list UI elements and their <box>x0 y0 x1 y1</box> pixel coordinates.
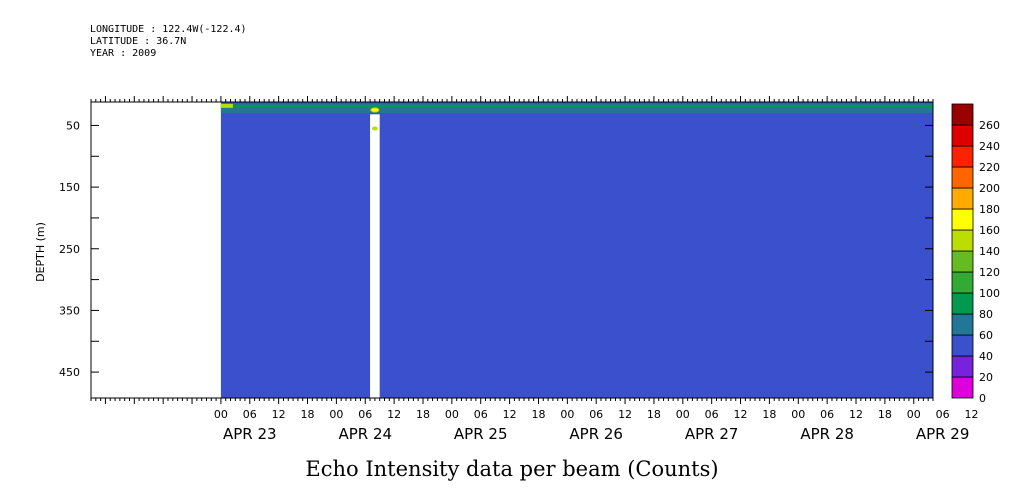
y-axis-label: DEPTH (m) <box>34 222 47 282</box>
colorbar-swatch <box>951 313 974 336</box>
colorbar-label: 100 <box>979 287 1000 300</box>
x-day-label: APR 24 <box>338 425 392 443</box>
x-hour-label: 12 <box>964 408 978 421</box>
colorbar-swatch <box>951 145 974 168</box>
x-hour-label: 00 <box>214 408 228 421</box>
y-tick-label: 250 <box>59 243 80 256</box>
x-hour-label: 18 <box>762 408 776 421</box>
x-hour-label: 18 <box>647 408 661 421</box>
latitude-text: LATITUDE : 36.7N <box>90 36 187 47</box>
plot-area <box>90 101 934 399</box>
y-tick-label: 450 <box>59 366 80 379</box>
y-tick-label: 350 <box>59 304 80 317</box>
x-axis: 00 06 12 18 00 06 12 18 00 06 12 18 00 06 12 18 00 06 12 18… <box>90 96 978 443</box>
colorbar-label: 40 <box>979 350 993 363</box>
x-hour-label: 12 <box>618 408 632 421</box>
x-hour-label: 12 <box>849 408 863 421</box>
colorbar-swatch <box>951 229 974 252</box>
plot-frame <box>90 101 934 399</box>
x-day-label: APR 29 <box>916 425 970 443</box>
x-hour-label: 00 <box>445 408 459 421</box>
x-hour-label: 18 <box>416 408 430 421</box>
surface-layer-teal <box>220 103 933 114</box>
colorbar-label: 80 <box>979 308 993 321</box>
colorbar-label: 160 <box>979 224 1000 237</box>
colorbar-swatch <box>951 250 974 273</box>
colorbar-label: 60 <box>979 329 993 342</box>
x-hour-label: 12 <box>734 408 748 421</box>
colorbar: 0 20 40 60 80 100 120 140 160 180 200 220 240 260 <box>951 103 1000 405</box>
surface-highlight <box>220 103 233 108</box>
x-day-label: APR 23 <box>223 425 277 443</box>
gap-marker-bottom <box>371 126 378 131</box>
colorbar-label: 200 <box>979 182 1000 195</box>
x-hour-label: 06 <box>589 408 603 421</box>
gap-marker-top <box>370 107 380 113</box>
x-hour-label: 00 <box>676 408 690 421</box>
colorbar-label: 240 <box>979 140 1000 153</box>
colorbar-swatch <box>951 376 974 399</box>
longitude-text: LONGITUDE : 122.4W(-122.4) <box>90 24 247 35</box>
x-hour-label: 06 <box>936 408 950 421</box>
x-hour-label: 06 <box>474 408 488 421</box>
colorbar-label: 20 <box>979 371 993 384</box>
x-hour-label: 18 <box>878 408 892 421</box>
x-hour-label: 00 <box>907 408 921 421</box>
colorbar-label: 0 <box>979 392 986 405</box>
colorbar-swatch <box>951 208 974 231</box>
colorbar-swatch <box>951 355 974 378</box>
colorbar-label: 180 <box>979 203 1000 216</box>
colorbar-label: 140 <box>979 245 1000 258</box>
colorbar-swatch <box>951 124 974 147</box>
chart-title: Echo Intensity data per beam (Counts) <box>305 457 718 481</box>
colorbar-label: 120 <box>979 266 1000 279</box>
x-hour-label: 12 <box>272 408 286 421</box>
surface-layer-green <box>220 104 933 108</box>
x-hour-label: 06 <box>705 408 719 421</box>
y-axis: 50 150 250 350 450 <box>59 119 933 379</box>
colorbar-label: 220 <box>979 161 1000 174</box>
colorbar-swatch <box>951 292 974 315</box>
x-day-label: APR 27 <box>685 425 739 443</box>
x-day-label: APR 25 <box>454 425 508 443</box>
x-hour-label: 18 <box>301 408 315 421</box>
heatmap-body <box>220 102 933 398</box>
year-text: YEAR : 2009 <box>90 48 157 59</box>
x-hour-label: 12 <box>503 408 517 421</box>
x-hour-label: 06 <box>820 408 834 421</box>
x-hour-label: 06 <box>358 408 372 421</box>
x-hour-label: 12 <box>387 408 401 421</box>
x-day-label: APR 26 <box>569 425 623 443</box>
x-hour-label: 00 <box>560 408 574 421</box>
colorbar-swatch <box>951 166 974 189</box>
y-tick-label: 50 <box>66 119 80 132</box>
metadata-block: LONGITUDE : 122.4W(-122.4) LATITUDE : 36… <box>90 24 247 60</box>
colorbar-swatch <box>951 271 974 294</box>
x-hour-label: 18 <box>531 408 545 421</box>
colorbar-label: 260 <box>979 119 1000 132</box>
colorbar-swatch <box>951 187 974 210</box>
x-hour-label: 00 <box>791 408 805 421</box>
data-gap <box>370 114 380 398</box>
colorbar-swatch <box>951 334 974 357</box>
x-day-label: APR 28 <box>800 425 854 443</box>
x-hour-label: 00 <box>329 408 343 421</box>
y-tick-label: 150 <box>59 181 80 194</box>
colorbar-swatch <box>951 103 974 126</box>
x-hour-label: 06 <box>243 408 257 421</box>
